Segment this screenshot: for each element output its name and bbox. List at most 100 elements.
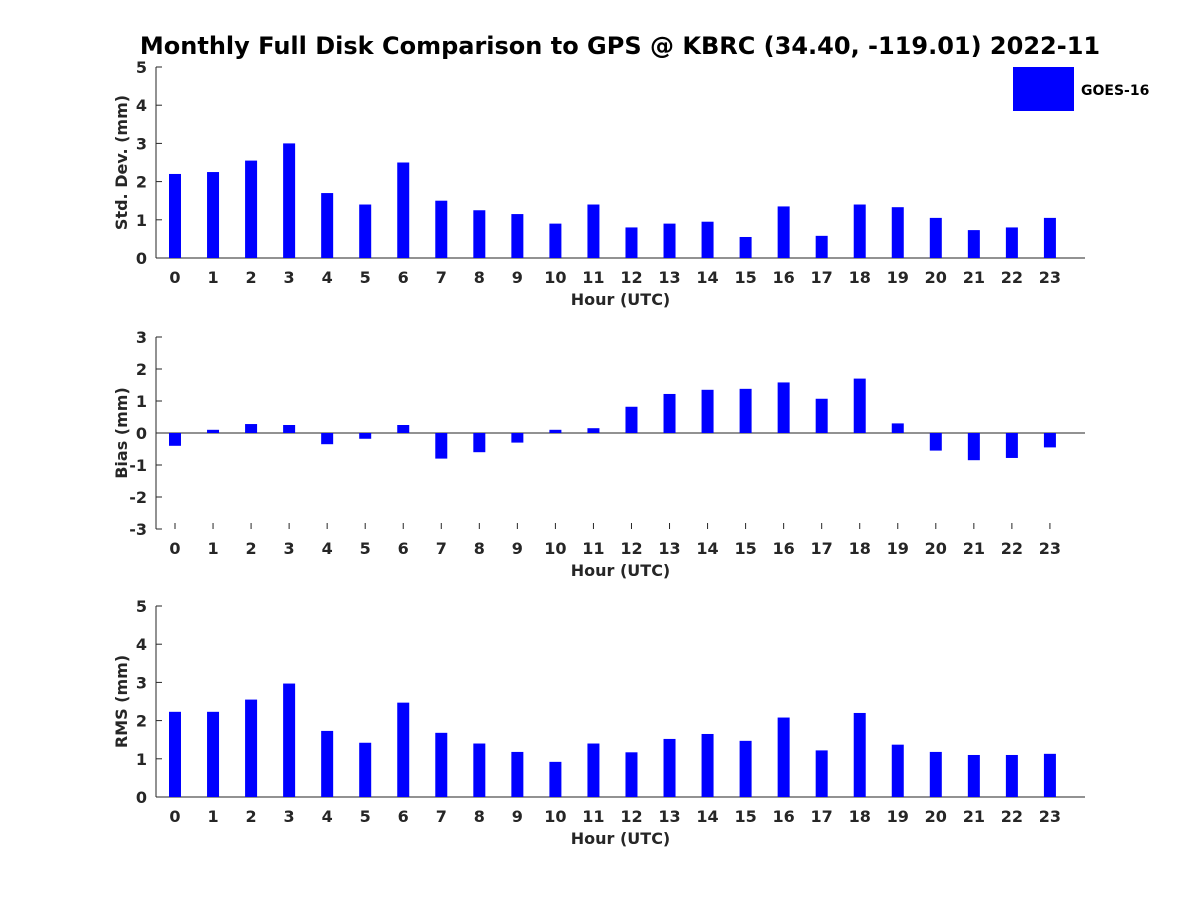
x-tick-label: 18 bbox=[849, 268, 871, 287]
x-tick-label: 8 bbox=[474, 807, 485, 826]
x-tick-label: 5 bbox=[360, 268, 371, 287]
bar-hour-7 bbox=[435, 433, 448, 459]
x-tick-label: 13 bbox=[658, 268, 680, 287]
bar-hour-23 bbox=[1043, 753, 1056, 797]
bar-hour-6 bbox=[397, 702, 410, 797]
bar-hour-2 bbox=[245, 699, 258, 797]
bar-hour-20 bbox=[929, 433, 942, 451]
bar-hour-9 bbox=[511, 433, 524, 443]
y-tick-label: 3 bbox=[136, 134, 147, 153]
x-tick-label: 3 bbox=[284, 268, 295, 287]
bar-hour-5 bbox=[359, 742, 372, 797]
y-tick-label: 0 bbox=[136, 249, 147, 268]
bar-hour-20 bbox=[929, 751, 942, 797]
x-tick-label: 16 bbox=[773, 268, 795, 287]
bar-hour-2 bbox=[245, 424, 258, 433]
x-tick-label: 18 bbox=[849, 807, 871, 826]
bar-hour-10 bbox=[549, 429, 562, 433]
bar-hour-8 bbox=[473, 210, 486, 258]
bar-hour-4 bbox=[321, 193, 334, 258]
bar-hour-0 bbox=[169, 711, 181, 797]
bar-hour-1 bbox=[207, 429, 220, 433]
x-tick-label: 11 bbox=[582, 539, 604, 558]
x-tick-label: 19 bbox=[887, 539, 909, 558]
bar-hour-2 bbox=[245, 160, 258, 258]
bar-hour-20 bbox=[929, 217, 942, 258]
x-tick-label: 13 bbox=[658, 539, 680, 558]
bar-hour-15 bbox=[739, 740, 752, 797]
x-tick-label: 20 bbox=[925, 539, 947, 558]
bar-hour-12 bbox=[625, 227, 638, 258]
bar-hour-13 bbox=[663, 393, 676, 433]
legend: GOES-16 bbox=[1013, 67, 1149, 111]
bar-hour-14 bbox=[701, 733, 714, 797]
y-tick-label: 2 bbox=[136, 712, 147, 731]
y-tick-label: 1 bbox=[136, 392, 147, 411]
bar-hour-13 bbox=[663, 738, 676, 797]
y-tick-label: 2 bbox=[136, 360, 147, 379]
x-tick-label: 17 bbox=[811, 807, 833, 826]
bar-hour-15 bbox=[739, 236, 752, 258]
bar-hour-0 bbox=[169, 173, 181, 258]
bar-hour-16 bbox=[777, 206, 790, 258]
bar-hour-17 bbox=[815, 398, 828, 433]
bar-hour-10 bbox=[549, 223, 562, 258]
x-tick-label: 14 bbox=[696, 268, 718, 287]
x-tick-label: 15 bbox=[734, 539, 756, 558]
bar-hour-9 bbox=[511, 751, 524, 797]
bar-hour-12 bbox=[625, 752, 638, 797]
x-tick-label: 19 bbox=[887, 807, 909, 826]
x-axis-label: Hour (UTC) bbox=[571, 290, 671, 309]
x-tick-label: 5 bbox=[360, 539, 371, 558]
x-tick-label: 5 bbox=[360, 807, 371, 826]
x-tick-label: 19 bbox=[887, 268, 909, 287]
y-tick-label: 4 bbox=[136, 635, 147, 654]
bar-hour-14 bbox=[701, 389, 714, 433]
y-axis-label: Std. Dev. (mm) bbox=[112, 95, 131, 230]
y-axis-label: Bias (mm) bbox=[112, 387, 131, 479]
x-tick-label: 6 bbox=[398, 268, 409, 287]
bar-hour-10 bbox=[549, 761, 562, 797]
x-tick-label: 1 bbox=[207, 539, 218, 558]
x-tick-label: 3 bbox=[284, 807, 295, 826]
x-tick-label: 21 bbox=[963, 268, 985, 287]
x-tick-label: 22 bbox=[1001, 539, 1023, 558]
x-tick-label: 6 bbox=[398, 539, 409, 558]
x-tick-label: 9 bbox=[512, 539, 523, 558]
bar-hour-18 bbox=[853, 204, 866, 258]
x-tick-label: 23 bbox=[1039, 539, 1061, 558]
x-tick-label: 2 bbox=[246, 539, 257, 558]
y-tick-label: -1 bbox=[129, 456, 147, 475]
x-tick-label: 17 bbox=[811, 268, 833, 287]
y-tick-label: 5 bbox=[136, 58, 147, 77]
x-tick-label: 18 bbox=[849, 539, 871, 558]
bar-hour-16 bbox=[777, 717, 790, 797]
x-tick-label: 0 bbox=[169, 268, 180, 287]
y-tick-label: -2 bbox=[129, 488, 147, 507]
y-tick-label: 0 bbox=[136, 788, 147, 807]
x-tick-label: 9 bbox=[512, 268, 523, 287]
x-tick-label: 15 bbox=[734, 807, 756, 826]
bar-hour-17 bbox=[815, 750, 828, 797]
x-tick-label: 10 bbox=[544, 539, 566, 558]
x-tick-label: 16 bbox=[773, 539, 795, 558]
bar-hour-18 bbox=[853, 712, 866, 797]
bar-hour-21 bbox=[967, 230, 980, 258]
x-tick-label: 0 bbox=[169, 539, 180, 558]
x-tick-label: 1 bbox=[207, 268, 218, 287]
x-tick-label: 21 bbox=[963, 539, 985, 558]
x-tick-label: 22 bbox=[1001, 807, 1023, 826]
bar-hour-6 bbox=[397, 425, 410, 433]
bar-hour-13 bbox=[663, 223, 676, 258]
y-tick-label: 4 bbox=[136, 96, 147, 115]
x-tick-label: 8 bbox=[474, 268, 485, 287]
bar-hour-22 bbox=[1005, 227, 1018, 258]
x-tick-label: 23 bbox=[1039, 268, 1061, 287]
x-tick-label: 11 bbox=[582, 807, 604, 826]
x-tick-label: 16 bbox=[773, 807, 795, 826]
legend-label: GOES-16 bbox=[1081, 83, 1149, 99]
x-tick-label: 1 bbox=[207, 807, 218, 826]
